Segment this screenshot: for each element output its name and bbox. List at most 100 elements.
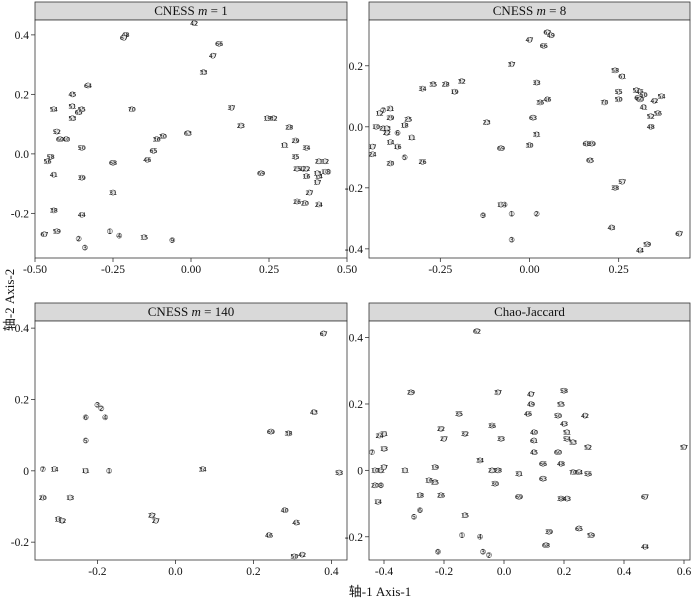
- point-marker: [387, 105, 394, 112]
- point-marker: [489, 467, 495, 474]
- point-marker: [375, 499, 381, 505]
- data-point: 30: [491, 480, 499, 488]
- data-point: 62: [473, 327, 481, 335]
- point-label: 34: [302, 144, 310, 152]
- y-tick-label: -0.4: [345, 244, 363, 256]
- data-point: 56: [654, 109, 662, 117]
- point-label: 36: [536, 99, 544, 107]
- point-label: 7: [41, 465, 45, 473]
- point-label: 66: [540, 42, 548, 50]
- data-point: 7: [39, 465, 46, 473]
- data-point: 40: [280, 506, 288, 514]
- point-marker: [153, 517, 159, 524]
- panel-title-part: CNESS: [154, 3, 198, 18]
- data-point: 50: [290, 553, 298, 561]
- point-label: 69: [267, 428, 275, 436]
- point-label: 54: [563, 435, 571, 443]
- point-label: 51: [563, 429, 571, 437]
- data-point: 55: [615, 88, 623, 96]
- point-label: 3: [481, 548, 485, 556]
- panel-title-part: Chao-Jaccard: [494, 304, 565, 319]
- point-label: 19: [431, 463, 439, 471]
- point-label: 25: [404, 115, 412, 123]
- data-point: 33: [497, 435, 505, 443]
- point-marker: [432, 464, 438, 470]
- point-label: 14: [374, 498, 382, 506]
- data-point: 27: [305, 189, 313, 197]
- point-label: 18: [416, 492, 424, 500]
- data-point: 56: [584, 470, 592, 478]
- point-marker: [303, 173, 310, 180]
- point-marker: [508, 236, 515, 243]
- data-point: 26: [418, 158, 426, 166]
- data-point: 42: [298, 551, 306, 559]
- point-marker: [612, 67, 618, 74]
- point-label: 8: [326, 168, 330, 176]
- point-label: 44: [636, 247, 644, 255]
- point-marker: [601, 99, 608, 106]
- point-label: 3: [95, 401, 99, 409]
- point-label: 31: [515, 470, 523, 478]
- data-point: 13: [380, 445, 388, 453]
- point-label: 53: [68, 114, 76, 122]
- point-label: 20: [386, 160, 394, 168]
- point-marker: [615, 96, 622, 103]
- point-marker: [144, 156, 151, 163]
- point-label: 68: [582, 140, 590, 148]
- data-point: 18: [416, 492, 424, 500]
- point-label: 20: [371, 482, 379, 490]
- data-point: 22: [148, 512, 156, 520]
- point-marker: [401, 122, 408, 129]
- data-point: 20: [39, 494, 47, 502]
- point-label: 14: [386, 138, 394, 146]
- point-marker: [228, 104, 235, 111]
- data-point: 10: [372, 123, 380, 131]
- data-point: 3: [508, 236, 515, 244]
- point-label: 49: [527, 400, 535, 408]
- data-point: 3: [82, 244, 88, 252]
- data-point: 20: [301, 199, 309, 207]
- point-marker: [489, 422, 495, 429]
- point-label: 7: [381, 106, 385, 114]
- point-marker: [555, 412, 561, 419]
- point-marker: [383, 130, 390, 136]
- data-point: 37: [227, 104, 235, 112]
- data-point: 47: [209, 52, 217, 60]
- point-marker: [588, 532, 594, 538]
- data-point: 63: [539, 475, 547, 483]
- y-tick-label: 0.0: [349, 122, 364, 134]
- data-point: 63: [184, 129, 192, 137]
- point-marker: [516, 470, 522, 477]
- data-point: 11: [408, 134, 416, 142]
- point-label: 56: [43, 158, 51, 166]
- point-marker: [402, 467, 408, 474]
- data-point: 44: [78, 211, 86, 219]
- point-label: 58: [611, 67, 619, 75]
- point-marker: [640, 91, 647, 98]
- data-point: 35: [291, 153, 299, 161]
- point-label: 70: [128, 106, 136, 114]
- data-point: 53: [569, 438, 577, 446]
- point-label: 56: [584, 470, 592, 478]
- data-point: 14: [374, 498, 382, 506]
- point-marker: [281, 142, 288, 148]
- point-marker: [216, 40, 222, 47]
- panel-title: Chao-Jaccard: [494, 304, 565, 319]
- data-point: 41: [639, 103, 647, 111]
- data-point: 23: [488, 467, 496, 475]
- point-label: 60: [636, 96, 644, 104]
- point-marker: [169, 237, 176, 243]
- point-marker: [82, 414, 89, 421]
- point-marker: [417, 492, 423, 499]
- point-label: 67: [675, 230, 683, 238]
- point-marker: [543, 542, 549, 548]
- data-point: 49: [527, 400, 535, 408]
- y-tick-label: -0.2: [11, 537, 29, 549]
- point-marker: [642, 543, 648, 550]
- point-label: 10: [371, 467, 379, 475]
- data-point: 20: [371, 482, 379, 490]
- data-point: 59: [587, 531, 595, 539]
- point-marker: [642, 494, 648, 500]
- panel-title-part: m: [198, 3, 207, 18]
- x-tick-label: -0.4: [375, 566, 393, 578]
